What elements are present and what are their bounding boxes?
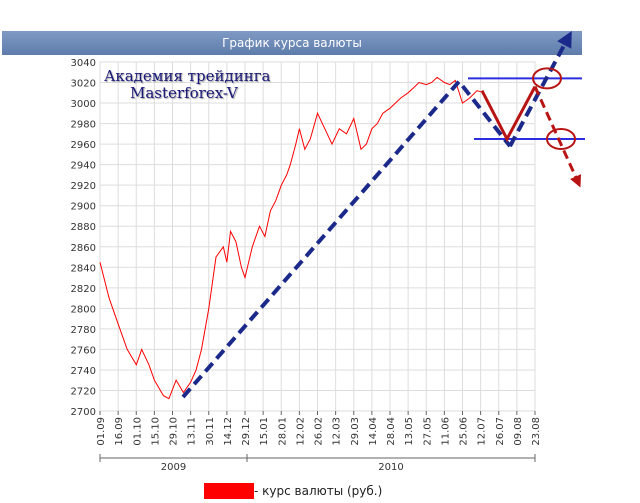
x-tick-label: 26.02 [314,417,325,446]
x-tick-label: 13.11 [187,417,198,446]
x-tick-label: 28.04 [386,417,397,446]
y-tick-label: 2940 [71,161,96,172]
x-tick-label: 15.01 [259,417,270,446]
x-tick-label: 15.10 [150,417,161,446]
x-tick-label: 14.04 [368,417,379,446]
y-tick-label: 2840 [71,263,96,274]
watermark-text: Академия трейдинга Masterforex-V [104,68,271,102]
y-tick-label: 2780 [71,325,96,336]
y-tick-label: 2880 [71,222,96,233]
trend-line-blue [181,78,512,399]
x-tick-label: 01.10 [132,417,143,446]
x-tick-label: 12.02 [295,417,306,446]
x-tick-label: 23.08 [531,417,542,446]
x-tick-label: 27.05 [422,417,433,446]
y-tick-label: 2900 [71,202,96,213]
watermark-line-1: Академия трейдинга [104,67,271,85]
x-tick-label: 09.08 [513,417,524,446]
x-tick-label: 29.12 [241,417,252,446]
chart-legend: - курс валюты (руб.) [204,483,382,499]
y-tick-label: 2740 [71,366,96,377]
legend-label: - курс валюты (руб.) [254,484,383,498]
x-tick-label: 12.07 [477,417,488,446]
y-tick-label: 2960 [71,140,96,151]
pattern-line-red [480,85,537,143]
x-tick-label: 29.10 [169,417,180,446]
x-tick-label: 12.03 [332,417,343,446]
x-tick-label: 01.09 [96,417,107,446]
legend-swatch [204,483,254,499]
y-tick-label: 3020 [71,79,96,90]
y-tick-label: 2920 [71,181,96,192]
price-line [99,76,485,400]
x-tick-label: 26.07 [495,417,506,446]
x-tick-label: 25.06 [459,417,470,446]
y-tick-label: 2820 [71,284,96,295]
y-tick-label: 2700 [71,407,96,418]
chart-title: График курса валюты [2,31,582,55]
x-tick-label: 14.12 [223,417,234,446]
y-tick-label: 2760 [71,345,96,356]
x-tick-label: 16.09 [114,417,125,446]
y-tick-label: 2980 [71,120,96,131]
y-tick-label: 2800 [71,304,96,315]
year-label-2009: 2009 [161,462,186,473]
breakout-circle-bottom [546,127,576,150]
y-tick-label: 2720 [71,386,96,397]
y-tick-label: 2860 [71,243,96,254]
year-label-2010: 2010 [378,462,403,473]
x-tick-label: 28.01 [277,417,288,446]
x-tick-label: 13.05 [404,417,415,446]
watermark-line-2: Masterforex-V [130,84,238,102]
breakout-circle-top [532,67,562,90]
y-tick-label: 3040 [71,58,96,69]
forecast-arrow-down [533,86,582,188]
x-tick-label: 11.06 [440,417,451,446]
y-tick-label: 3000 [71,99,96,110]
x-tick-label: 30.11 [205,417,216,446]
x-tick-label: 29.03 [350,417,361,446]
